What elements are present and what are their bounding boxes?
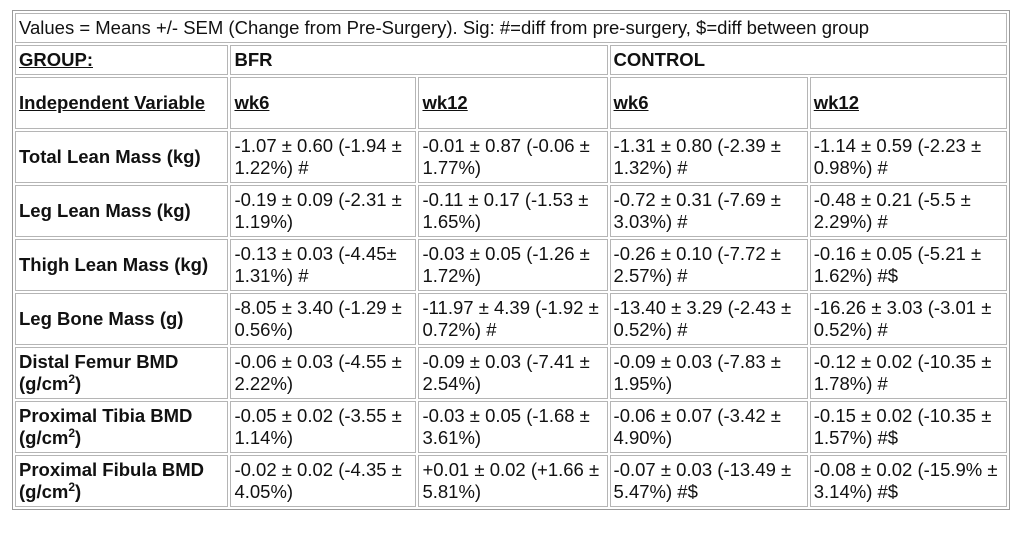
value-cell: -8.05 ± 3.40 (-1.29 ± 0.56%) — [230, 293, 417, 345]
value-cell: -1.14 ± 0.59 (-2.23 ± 0.98%) # — [809, 131, 1007, 183]
value-cell: -16.26 ± 3.03 (-3.01 ± 0.52%) # — [809, 293, 1007, 345]
group-control: CONTROL — [609, 45, 1007, 75]
row-label: Proximal Fibula BMD (g/cm2) — [15, 455, 229, 507]
table-body: Values = Means +/- SEM (Change from Pre-… — [15, 13, 1007, 507]
value-cell: -0.26 ± 0.10 (-7.72 ± 2.57%) # — [609, 239, 808, 291]
group-label: GROUP: — [15, 45, 229, 75]
table-row: Leg Bone Mass (g) -8.05 ± 3.40 (-1.29 ± 0… — [15, 293, 1007, 345]
value-cell: -0.06 ± 0.07 (-3.42 ± 4.90%) — [609, 401, 808, 453]
value-cell: -0.15 ± 0.02 (-10.35 ± 1.57%) #$ — [809, 401, 1007, 453]
value-cell: -0.06 ± 0.03 (-4.55 ± 2.22%) — [230, 347, 417, 399]
row-label: Leg Bone Mass (g) — [15, 293, 229, 345]
independent-variable-label: Independent Variable — [15, 77, 229, 129]
caption-row: Values = Means +/- SEM (Change from Pre-… — [15, 13, 1007, 43]
table-row: Total Lean Mass (kg) -1.07 ± 0.60 (-1.94 … — [15, 131, 1007, 183]
table-row: Distal Femur BMD (g/cm2) -0.06 ± 0.03 (-4… — [15, 347, 1007, 399]
timepoint-header-row: Independent Variable wk6 wk12 wk6 wk12 — [15, 77, 1007, 129]
table-caption: Values = Means +/- SEM (Change from Pre-… — [15, 13, 1007, 43]
timepoint-header: wk12 — [809, 77, 1007, 129]
row-label: Thigh Lean Mass (kg) — [15, 239, 229, 291]
value-cell: -0.16 ± 0.05 (-5.21 ± 1.62%) #$ — [809, 239, 1007, 291]
value-cell: -0.02 ± 0.02 (-4.35 ± 4.05%) — [230, 455, 417, 507]
table-row: Thigh Lean Mass (kg) -0.13 ± 0.03 (-4.45±… — [15, 239, 1007, 291]
value-cell: +0.01 ± 0.02 (+1.66 ± 5.81%) — [418, 455, 608, 507]
value-cell: -0.11 ± 0.17 (-1.53 ± 1.65%) — [418, 185, 608, 237]
value-cell: -0.09 ± 0.03 (-7.83 ± 1.95%) — [609, 347, 808, 399]
value-cell: -11.97 ± 4.39 (-1.92 ± 0.72%) # — [418, 293, 608, 345]
value-cell: -0.03 ± 0.05 (-1.26 ± 1.72%) — [418, 239, 608, 291]
results-table-container: Values = Means +/- SEM (Change from Pre-… — [12, 10, 1010, 510]
group-header-row: GROUP: BFR CONTROL — [15, 45, 1007, 75]
timepoint-header: wk6 — [609, 77, 808, 129]
table-row: Proximal Fibula BMD (g/cm2) -0.02 ± 0.02 … — [15, 455, 1007, 507]
value-cell: -0.19 ± 0.09 (-2.31 ± 1.19%) — [230, 185, 417, 237]
row-label: Total Lean Mass (kg) — [15, 131, 229, 183]
value-cell: -0.03 ± 0.05 (-1.68 ± 3.61%) — [418, 401, 608, 453]
value-cell: -0.13 ± 0.03 (-4.45± 1.31%) # — [230, 239, 417, 291]
value-cell: -13.40 ± 3.29 (-2.43 ± 0.52%) # — [609, 293, 808, 345]
value-cell: -0.72 ± 0.31 (-7.69 ± 3.03%) # — [609, 185, 808, 237]
row-label: Leg Lean Mass (kg) — [15, 185, 229, 237]
value-cell: -0.48 ± 0.21 (-5.5 ± 2.29%) # — [809, 185, 1007, 237]
value-cell: -0.09 ± 0.03 (-7.41 ± 2.54%) — [418, 347, 608, 399]
results-table: Values = Means +/- SEM (Change from Pre-… — [12, 10, 1010, 510]
value-cell: -0.12 ± 0.02 (-10.35 ± 1.78%) # — [809, 347, 1007, 399]
row-label: Distal Femur BMD (g/cm2) — [15, 347, 229, 399]
value-cell: -1.31 ± 0.80 (-2.39 ± 1.32%) # — [609, 131, 808, 183]
value-cell: -0.05 ± 0.02 (-3.55 ± 1.14%) — [230, 401, 417, 453]
row-label: Proximal Tibia BMD (g/cm2) — [15, 401, 229, 453]
table-row: Proximal Tibia BMD (g/cm2) -0.05 ± 0.02 (… — [15, 401, 1007, 453]
table-row: Leg Lean Mass (kg) -0.19 ± 0.09 (-2.31 ± … — [15, 185, 1007, 237]
value-cell: -0.07 ± 0.03 (-13.49 ± 5.47%) #$ — [609, 455, 808, 507]
timepoint-header: wk6 — [230, 77, 417, 129]
group-bfr: BFR — [230, 45, 608, 75]
value-cell: -0.08 ± 0.02 (-15.9% ± 3.14%) #$ — [809, 455, 1007, 507]
value-cell: -1.07 ± 0.60 (-1.94 ± 1.22%) # — [230, 131, 417, 183]
timepoint-header: wk12 — [418, 77, 608, 129]
value-cell: -0.01 ± 0.87 (-0.06 ± 1.77%) — [418, 131, 608, 183]
